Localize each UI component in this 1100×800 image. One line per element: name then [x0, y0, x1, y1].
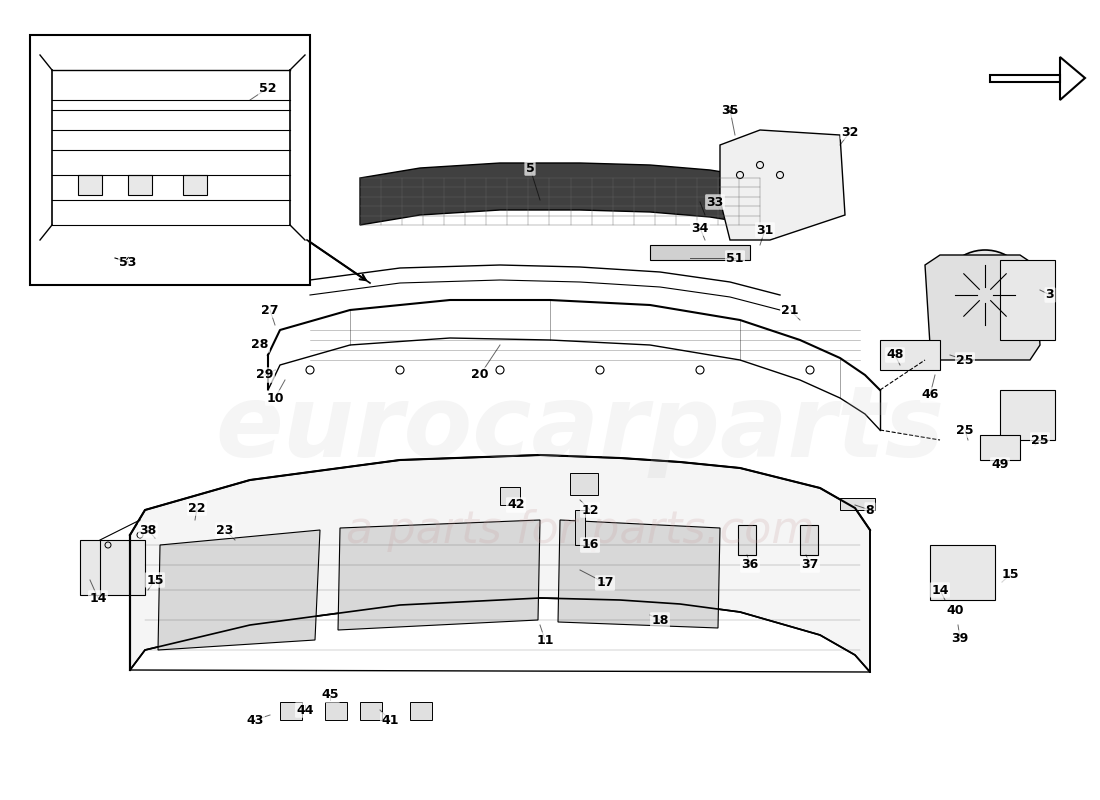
Text: 11: 11	[537, 634, 553, 646]
Text: 33: 33	[706, 195, 724, 209]
Text: 46: 46	[922, 389, 938, 402]
Text: 27: 27	[262, 303, 278, 317]
Text: a parts for parts.com: a parts for parts.com	[345, 509, 814, 551]
Text: 44: 44	[296, 703, 314, 717]
Circle shape	[940, 250, 1030, 340]
Bar	[800, 525, 818, 555]
Bar	[183, 175, 207, 195]
Text: 25: 25	[1032, 434, 1048, 446]
Text: 15: 15	[1001, 569, 1019, 582]
Bar	[280, 702, 302, 720]
Text: 40: 40	[946, 603, 964, 617]
Text: 45: 45	[321, 689, 339, 702]
Text: 38: 38	[140, 523, 156, 537]
Text: 37: 37	[801, 558, 818, 571]
Polygon shape	[158, 530, 320, 650]
Text: 14: 14	[89, 591, 107, 605]
Text: 25: 25	[956, 354, 974, 366]
Text: 21: 21	[781, 303, 799, 317]
Bar	[1000, 260, 1055, 340]
Text: 17: 17	[596, 577, 614, 590]
Text: 8: 8	[866, 503, 874, 517]
Circle shape	[955, 265, 1015, 325]
Text: 48: 48	[887, 349, 904, 362]
Bar	[78, 175, 102, 195]
Bar	[30, 35, 310, 285]
Bar	[324, 702, 346, 720]
Polygon shape	[130, 455, 870, 672]
Text: 14: 14	[932, 583, 948, 597]
Bar	[650, 245, 750, 260]
Text: 12: 12	[581, 503, 598, 517]
Text: 10: 10	[266, 391, 284, 405]
Bar	[80, 540, 145, 595]
Polygon shape	[925, 255, 1040, 360]
Text: 15: 15	[146, 574, 164, 586]
Text: 43: 43	[246, 714, 264, 726]
Bar	[840, 498, 874, 510]
Text: 16: 16	[581, 538, 598, 551]
Text: 23: 23	[217, 523, 233, 537]
Bar	[980, 435, 1020, 460]
Text: 5: 5	[526, 162, 535, 174]
Bar	[410, 702, 432, 720]
Text: 22: 22	[188, 502, 206, 514]
Text: 39: 39	[952, 631, 969, 645]
Text: 51: 51	[726, 251, 744, 265]
Text: 42: 42	[507, 498, 525, 511]
Bar	[1000, 390, 1055, 440]
Bar	[128, 175, 152, 195]
Polygon shape	[360, 163, 760, 225]
Bar	[738, 525, 756, 555]
Text: 28: 28	[251, 338, 268, 351]
Text: 35: 35	[722, 103, 739, 117]
Text: 29: 29	[256, 369, 274, 382]
Bar	[360, 702, 382, 720]
Text: 52: 52	[260, 82, 277, 94]
Text: 31: 31	[757, 223, 773, 237]
Bar	[570, 473, 598, 495]
Text: 36: 36	[741, 558, 759, 571]
Text: 25: 25	[956, 423, 974, 437]
Bar	[575, 510, 585, 545]
Text: 49: 49	[991, 458, 1009, 471]
Text: 41: 41	[382, 714, 398, 726]
Text: 53: 53	[119, 257, 136, 270]
Text: 32: 32	[842, 126, 859, 138]
Polygon shape	[990, 57, 1085, 100]
Polygon shape	[558, 520, 720, 628]
Bar	[930, 545, 996, 600]
Bar	[880, 340, 940, 370]
Text: 34: 34	[691, 222, 708, 234]
Text: eurocarparts: eurocarparts	[216, 382, 945, 478]
Text: 3: 3	[1046, 289, 1054, 302]
Text: 18: 18	[651, 614, 669, 626]
Polygon shape	[720, 130, 845, 240]
Text: 20: 20	[471, 369, 488, 382]
Polygon shape	[338, 520, 540, 630]
Bar	[500, 487, 520, 505]
